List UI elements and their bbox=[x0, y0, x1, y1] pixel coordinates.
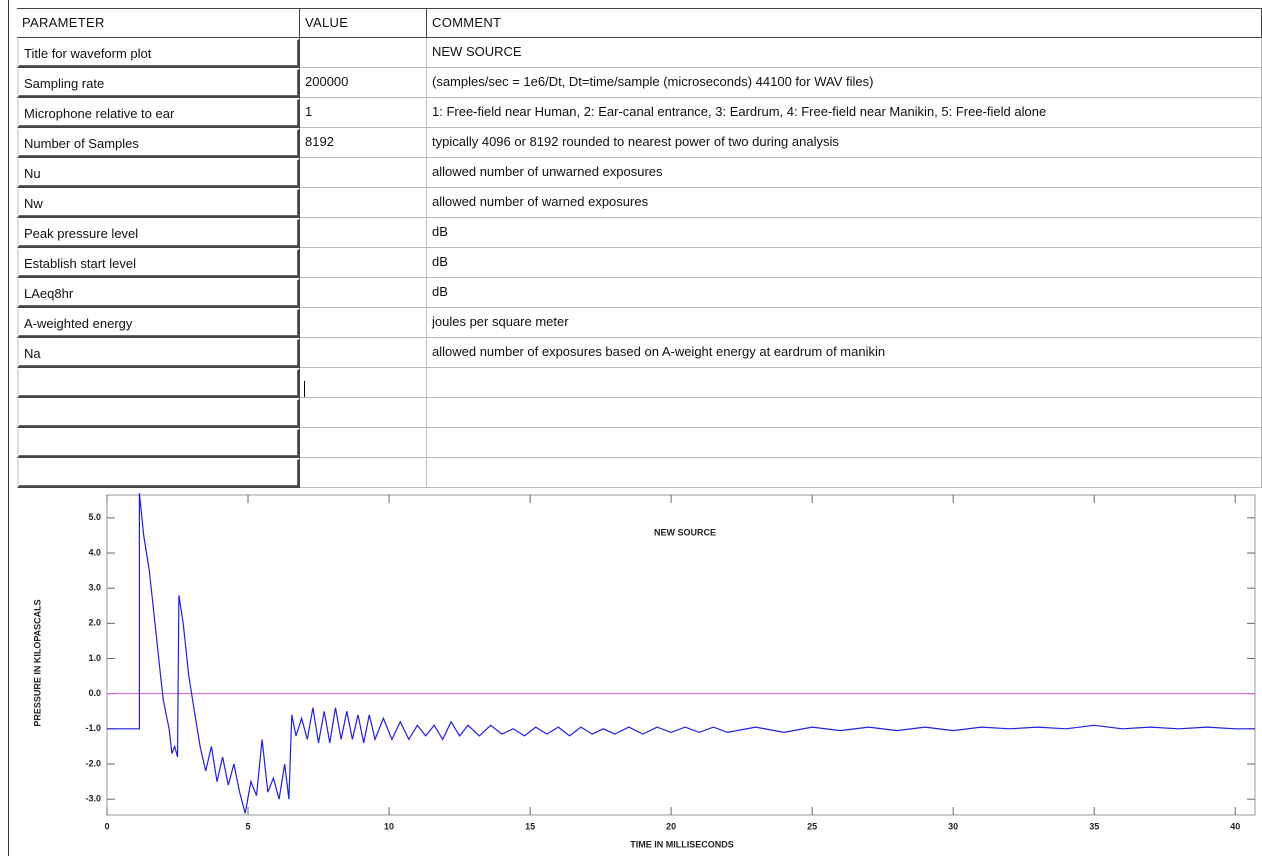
value-cell[interactable]: 200000 bbox=[300, 68, 427, 98]
value-cell[interactable] bbox=[300, 428, 427, 458]
x-tick-label: 40 bbox=[1230, 821, 1240, 831]
comment-cell[interactable]: (samples/sec = 1e6/Dt, Dt=time/sample (m… bbox=[427, 68, 1262, 98]
parameter-cell[interactable]: Sampling rate bbox=[17, 68, 300, 98]
value-cell[interactable]: 8192 bbox=[300, 128, 427, 158]
waveform-chart: NEW SOURCE TIME IN MILLISECONDS PRESSURE… bbox=[32, 493, 1256, 849]
parameter-cell[interactable]: A-weighted energy bbox=[17, 308, 300, 338]
value-cell[interactable] bbox=[300, 188, 427, 218]
waveform bbox=[107, 493, 1255, 814]
parameter-cell[interactable] bbox=[17, 428, 300, 458]
comment-cell[interactable] bbox=[427, 398, 1262, 428]
comment-cell[interactable]: dB bbox=[427, 278, 1262, 308]
y-axis-label: PRESSURE IN KILOPASCALS bbox=[32, 599, 42, 726]
parameter-cell[interactable] bbox=[17, 398, 300, 428]
x-tick-label: 20 bbox=[666, 821, 676, 831]
y-tick-label: 4.0 bbox=[88, 547, 101, 557]
chart-title: NEW SOURCE bbox=[654, 527, 716, 537]
value-cell[interactable] bbox=[300, 248, 427, 278]
comment-cell[interactable]: dB bbox=[427, 218, 1262, 248]
parameter-cell[interactable] bbox=[17, 458, 300, 488]
y-tick-label: 2.0 bbox=[88, 618, 101, 628]
parameter-cell[interactable]: Establish start level bbox=[17, 248, 300, 278]
column-header: PARAMETER bbox=[17, 8, 300, 38]
value-cell[interactable]: 1 bbox=[300, 98, 427, 128]
comment-cell[interactable]: typically 4096 or 8192 rounded to neares… bbox=[427, 128, 1262, 158]
y-tick-label: -1.0 bbox=[85, 723, 101, 733]
left-border bbox=[8, 0, 9, 856]
x-tick-label: 5 bbox=[246, 821, 251, 831]
value-cell[interactable] bbox=[300, 368, 427, 398]
plot-frame bbox=[106, 494, 1256, 816]
value-cell[interactable] bbox=[300, 158, 427, 188]
value-cell[interactable] bbox=[300, 218, 427, 248]
parameter-cell[interactable]: Number of Samples bbox=[17, 128, 300, 158]
parameter-cell[interactable]: Title for waveform plot bbox=[17, 38, 300, 68]
value-cell[interactable] bbox=[300, 308, 427, 338]
x-tick-label: 15 bbox=[525, 821, 535, 831]
parameter-cell[interactable]: Peak pressure level bbox=[17, 218, 300, 248]
x-tick-label: 25 bbox=[807, 821, 817, 831]
parameter-cell[interactable]: Nu bbox=[17, 158, 300, 188]
parameter-cell[interactable] bbox=[17, 368, 300, 398]
comment-cell[interactable]: dB bbox=[427, 248, 1262, 278]
y-tick-label: 1.0 bbox=[88, 653, 101, 663]
text-cursor bbox=[304, 381, 305, 397]
x-tick-label: 10 bbox=[384, 821, 394, 831]
y-tick-label: 3.0 bbox=[88, 583, 101, 593]
value-cell[interactable] bbox=[300, 398, 427, 428]
x-tick-label: 0 bbox=[104, 821, 109, 831]
x-tick-label: 30 bbox=[948, 821, 958, 831]
parameter-table: PARAMETER VALUE COMMENT Title for waveform … bbox=[8, 0, 1262, 856]
comment-cell[interactable]: 1: Free-field near Human, 2: Ear-canal e… bbox=[427, 98, 1262, 128]
parameter-cell[interactable]: Microphone relative to ear bbox=[17, 98, 300, 128]
value-cell[interactable] bbox=[300, 458, 427, 488]
comment-cell[interactable]: allowed number of exposures based on A-w… bbox=[427, 338, 1262, 368]
comment-cell[interactable]: allowed number of unwarned exposures bbox=[427, 158, 1262, 188]
comment-cell[interactable] bbox=[427, 368, 1262, 398]
parameter-cell[interactable]: Nw bbox=[17, 188, 300, 218]
comment-cell[interactable] bbox=[427, 428, 1262, 458]
y-tick-label: -2.0 bbox=[85, 758, 101, 768]
column-header: COMMENT bbox=[427, 8, 1262, 38]
value-cell[interactable] bbox=[300, 338, 427, 368]
comment-cell[interactable]: NEW SOURCE bbox=[427, 38, 1262, 68]
comment-cell[interactable]: allowed number of warned exposures bbox=[427, 188, 1262, 218]
y-tick-label: 0.0 bbox=[88, 688, 101, 698]
x-tick-label: 35 bbox=[1089, 821, 1099, 831]
value-cell[interactable] bbox=[300, 278, 427, 308]
y-tick-label: -3.0 bbox=[85, 794, 101, 804]
y-tick-label: 5.0 bbox=[88, 512, 101, 522]
column-header: VALUE bbox=[300, 8, 427, 38]
value-cell[interactable] bbox=[300, 38, 427, 68]
parameter-cell[interactable]: LAeq8hr bbox=[17, 278, 300, 308]
parameter-cell[interactable]: Na bbox=[17, 338, 300, 368]
comment-cell[interactable] bbox=[427, 458, 1262, 488]
x-axis-label: TIME IN MILLISECONDS bbox=[630, 839, 734, 849]
comment-cell[interactable]: joules per square meter bbox=[427, 308, 1262, 338]
